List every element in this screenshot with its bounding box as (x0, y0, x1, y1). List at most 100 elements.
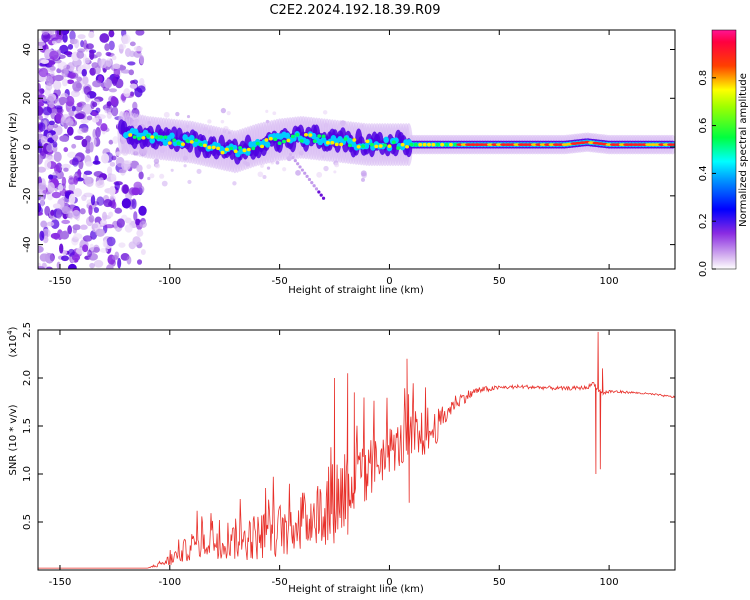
noise-blob (50, 209, 55, 216)
scatter-dot (323, 165, 329, 172)
trace-dot (310, 180, 314, 185)
noise-blob (71, 105, 76, 112)
noise-blob (108, 211, 114, 218)
noise-blob (118, 43, 127, 50)
noise-blob (74, 38, 80, 49)
noise-blob (68, 109, 74, 117)
noise-blob (53, 80, 62, 90)
noise-blob (43, 34, 49, 39)
band-mid (284, 132, 291, 139)
noise-blob (100, 219, 108, 226)
noise-blob (74, 105, 83, 112)
noise-blob (111, 55, 117, 61)
band-core (150, 135, 155, 139)
noise-blob (90, 194, 96, 206)
band-core (220, 150, 225, 155)
snr-panel: -150 -100 -50 0 50 100 0.5 1.0 1.5 2.0 2.5 Height… (6, 322, 676, 595)
noise-blob (38, 211, 44, 216)
snr-y-label: SNR (10 * v/v) (8, 404, 19, 475)
band-core (141, 136, 146, 140)
noise-blob (74, 113, 85, 120)
trace-dot (321, 196, 326, 200)
noise-blob (131, 198, 137, 210)
noise-blob (61, 176, 67, 187)
y-tick-label: 2.0 (22, 370, 33, 386)
noise-blob (44, 159, 52, 170)
noise-blob (44, 205, 51, 216)
band-core (154, 135, 159, 139)
spectrogram-frame (37, 29, 676, 270)
noise-blob (80, 119, 89, 124)
spectrogram-y-label: Frequency (Hz) (8, 112, 19, 188)
scatter-dot (154, 163, 161, 169)
colorbar-tick-label: 0.4 (698, 165, 709, 181)
noise-blob (73, 187, 83, 197)
noise-blob (94, 155, 99, 165)
scatter-dot (207, 119, 212, 124)
band-core (339, 142, 344, 147)
band-core (303, 132, 308, 137)
noise-blob (114, 207, 123, 214)
band-core (369, 142, 374, 147)
noise-blob (102, 239, 108, 248)
noise-blob (104, 224, 115, 229)
band-core (312, 139, 317, 143)
x-tick-label: 100 (600, 577, 619, 588)
noise-blob (59, 243, 64, 254)
noise-blob (83, 170, 93, 176)
band-core (268, 136, 273, 141)
noise-blob (48, 174, 54, 180)
snr-marks (38, 331, 675, 569)
noise-blob (61, 163, 71, 170)
band-core (400, 142, 405, 147)
band-core (317, 134, 322, 138)
noise-blob (61, 219, 71, 225)
band-core (185, 139, 190, 143)
noise-blob (118, 242, 126, 248)
trace-dot (312, 184, 316, 188)
scatter-dot (163, 111, 170, 118)
band-core (352, 138, 357, 142)
scatter-dot (265, 109, 269, 113)
noise-blob (111, 106, 119, 117)
noise-blob (53, 74, 64, 82)
noise-blob (73, 135, 84, 140)
band-core (229, 146, 234, 151)
noise-blob (121, 198, 132, 209)
colorbar-tick-label: 0.6 (698, 118, 709, 134)
x-tick-label: -150 (49, 276, 72, 287)
noise-blob (101, 211, 108, 221)
noise-blob (128, 186, 138, 196)
band-core (321, 134, 326, 139)
scatter-dot (275, 160, 280, 165)
noise-blob (38, 202, 42, 213)
noise-blob (108, 88, 118, 93)
noise-blob (110, 173, 117, 182)
x-tick-label: -150 (49, 577, 72, 588)
noise-blob (123, 88, 131, 98)
noise-blob (128, 241, 137, 250)
noise-blob (40, 195, 45, 207)
noise-blob (54, 59, 62, 64)
noise-blob (67, 248, 75, 257)
noise-blob (140, 249, 146, 256)
band-core (671, 143, 675, 147)
noise-blob (88, 31, 95, 39)
noise-blob (89, 49, 95, 61)
y-tick-label: 40 (22, 43, 33, 56)
band-core (207, 145, 212, 150)
noise-blob (67, 151, 77, 159)
band-mid (149, 137, 156, 144)
band-core (264, 138, 269, 142)
noise-blob (59, 135, 69, 142)
scatter-dot (159, 173, 165, 179)
snr-x-label: Height of straight line (km) (288, 584, 424, 595)
x-tick-label: 100 (600, 276, 619, 287)
band-core (137, 136, 142, 141)
trace-dot (298, 165, 302, 169)
noise-blob (46, 143, 54, 153)
noise-blob (136, 229, 144, 237)
band-core (453, 142, 458, 147)
band-core (396, 146, 401, 150)
noise-blob (51, 191, 62, 199)
